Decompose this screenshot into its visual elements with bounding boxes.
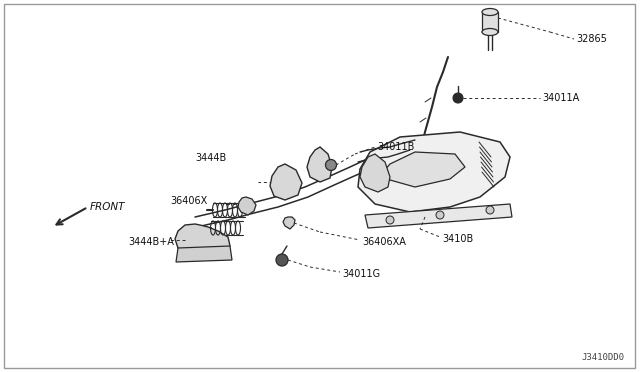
Text: 3444B+A: 3444B+A <box>128 237 174 247</box>
Polygon shape <box>238 197 256 215</box>
Text: 34011G: 34011G <box>342 269 380 279</box>
Text: 36406XA: 36406XA <box>362 237 406 247</box>
Polygon shape <box>283 217 295 229</box>
Ellipse shape <box>482 29 498 35</box>
Polygon shape <box>270 164 302 200</box>
Circle shape <box>453 93 463 103</box>
Text: 34011B: 34011B <box>377 142 414 152</box>
Polygon shape <box>358 132 510 212</box>
Text: 36406X: 36406X <box>170 196 207 206</box>
Polygon shape <box>383 152 465 187</box>
Polygon shape <box>482 12 498 32</box>
Text: 3444B: 3444B <box>195 153 227 163</box>
Text: J3410DD0: J3410DD0 <box>581 353 624 362</box>
Circle shape <box>486 206 494 214</box>
Polygon shape <box>360 154 390 192</box>
Circle shape <box>326 160 337 170</box>
Circle shape <box>276 254 288 266</box>
Polygon shape <box>365 204 512 228</box>
Polygon shape <box>307 147 332 182</box>
Polygon shape <box>175 224 230 257</box>
Text: 3410B: 3410B <box>442 234 473 244</box>
Text: FRONT: FRONT <box>90 202 125 212</box>
Text: 34011A: 34011A <box>542 93 579 103</box>
Ellipse shape <box>482 9 498 16</box>
Circle shape <box>436 211 444 219</box>
Polygon shape <box>176 246 232 262</box>
Circle shape <box>386 216 394 224</box>
Text: 32865: 32865 <box>576 34 607 44</box>
